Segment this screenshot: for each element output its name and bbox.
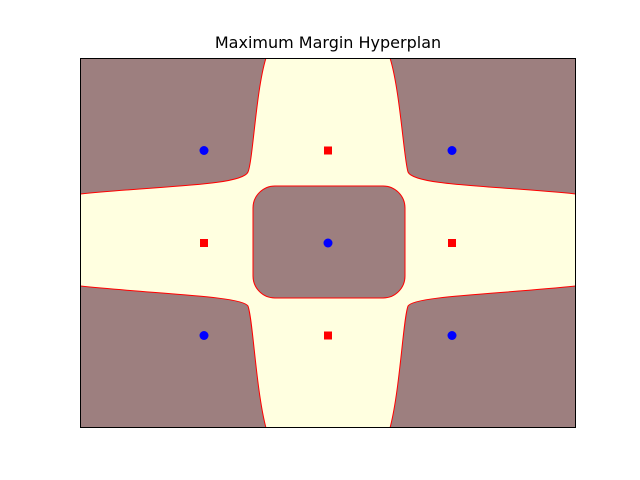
data-points	[199, 146, 457, 340]
circle-point	[199, 331, 209, 340]
circle-point	[323, 238, 333, 248]
square-point	[324, 331, 332, 340]
axes-frame	[80, 58, 576, 428]
square-point	[448, 239, 456, 247]
square-point	[200, 239, 208, 247]
chart-title: Maximum Margin Hyperplan	[214, 33, 442, 52]
circle-point	[447, 331, 457, 340]
circle-point	[199, 146, 209, 155]
square-point	[324, 146, 332, 155]
circle-point	[447, 146, 457, 155]
